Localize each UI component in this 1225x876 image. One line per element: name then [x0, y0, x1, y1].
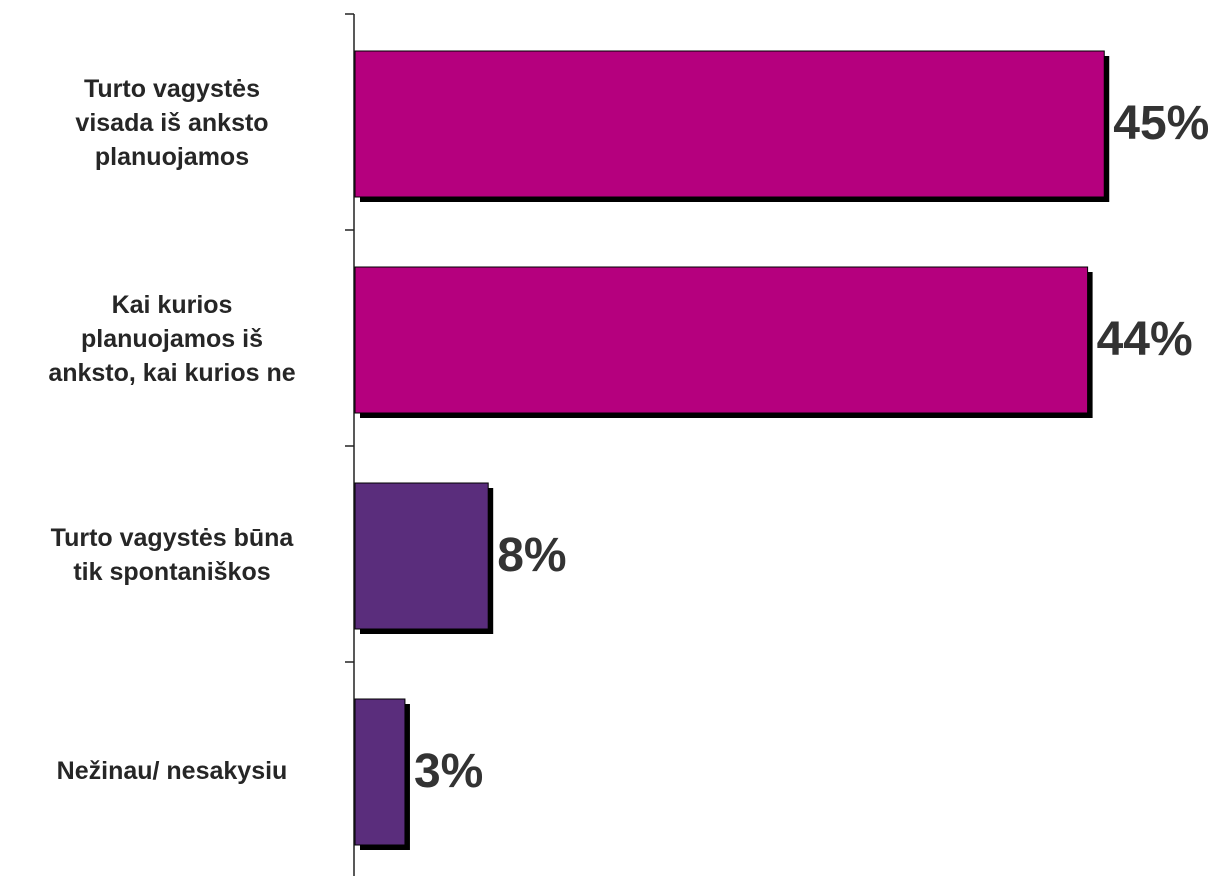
bars-group: [354, 50, 1110, 850]
labels-group: 45% Turto vagystės visada iš anksto planuoj…: [48, 75, 1209, 798]
category-label: Nežinau/ nesakysiu: [57, 757, 288, 785]
category-label: Kai kurios planuojamos iš anksto, kai kuri…: [48, 291, 295, 387]
bar: [354, 50, 1105, 198]
bar: [354, 266, 1089, 414]
value-label: 3%: [414, 745, 483, 798]
category-label: Turto vagystės būna tik spontaniškos: [51, 524, 295, 586]
bar: [354, 482, 489, 630]
bar: [354, 698, 406, 846]
category-axis: [345, 13, 355, 876]
value-label: 44%: [1097, 313, 1193, 366]
value-label: 45%: [1113, 97, 1209, 150]
value-label: 8%: [497, 529, 566, 582]
category-label: Turto vagystės visada iš anksto planuojamo…: [75, 75, 268, 171]
